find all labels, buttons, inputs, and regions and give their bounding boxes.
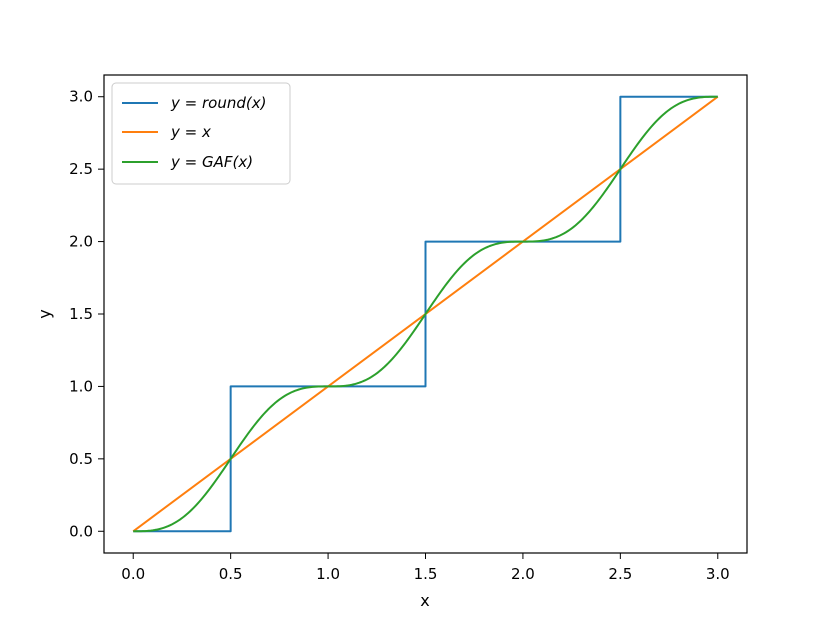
x-tick-label: 1.0 xyxy=(316,565,340,583)
x-tick-label: 1.5 xyxy=(414,565,438,583)
x-tick-label: 0.5 xyxy=(219,565,243,583)
y-tick-label: 3.0 xyxy=(69,88,93,106)
legend-box xyxy=(111,82,291,185)
y-tick-label: 0.5 xyxy=(69,450,93,468)
y-axis-label: y xyxy=(35,309,54,318)
x-tick-label: 2.0 xyxy=(511,565,535,583)
y-tick-label: 2.0 xyxy=(69,233,93,251)
y-tick-label: 1.5 xyxy=(69,305,93,323)
y-axis-ticks: 0.0 0.5 1.0 1.5 2.0 2.5 3.0 xyxy=(69,88,104,540)
x-tick-label: 3.0 xyxy=(706,565,730,583)
x-axis-ticks: 0.0 0.5 1.0 1.5 2.0 2.5 3.0 xyxy=(121,553,730,583)
y-tick-label: 1.0 xyxy=(69,377,93,395)
series-line-gaf xyxy=(133,95,718,533)
x-tick-label: 2.5 xyxy=(608,565,632,583)
x-tick-label: 0.0 xyxy=(121,565,145,583)
legend-label-identity: y = x xyxy=(170,123,211,141)
series-layer xyxy=(132,95,719,533)
y-tick-label: 0.0 xyxy=(69,522,93,540)
legend-label-gaf: y = GAF(x) xyxy=(170,153,253,171)
legend-label-round: y = round(x) xyxy=(170,94,266,112)
x-axis-label: x xyxy=(420,591,429,610)
legend: y = round(x) y = x y = GAF(x) xyxy=(111,82,291,185)
y-tick-label: 2.5 xyxy=(69,160,93,178)
